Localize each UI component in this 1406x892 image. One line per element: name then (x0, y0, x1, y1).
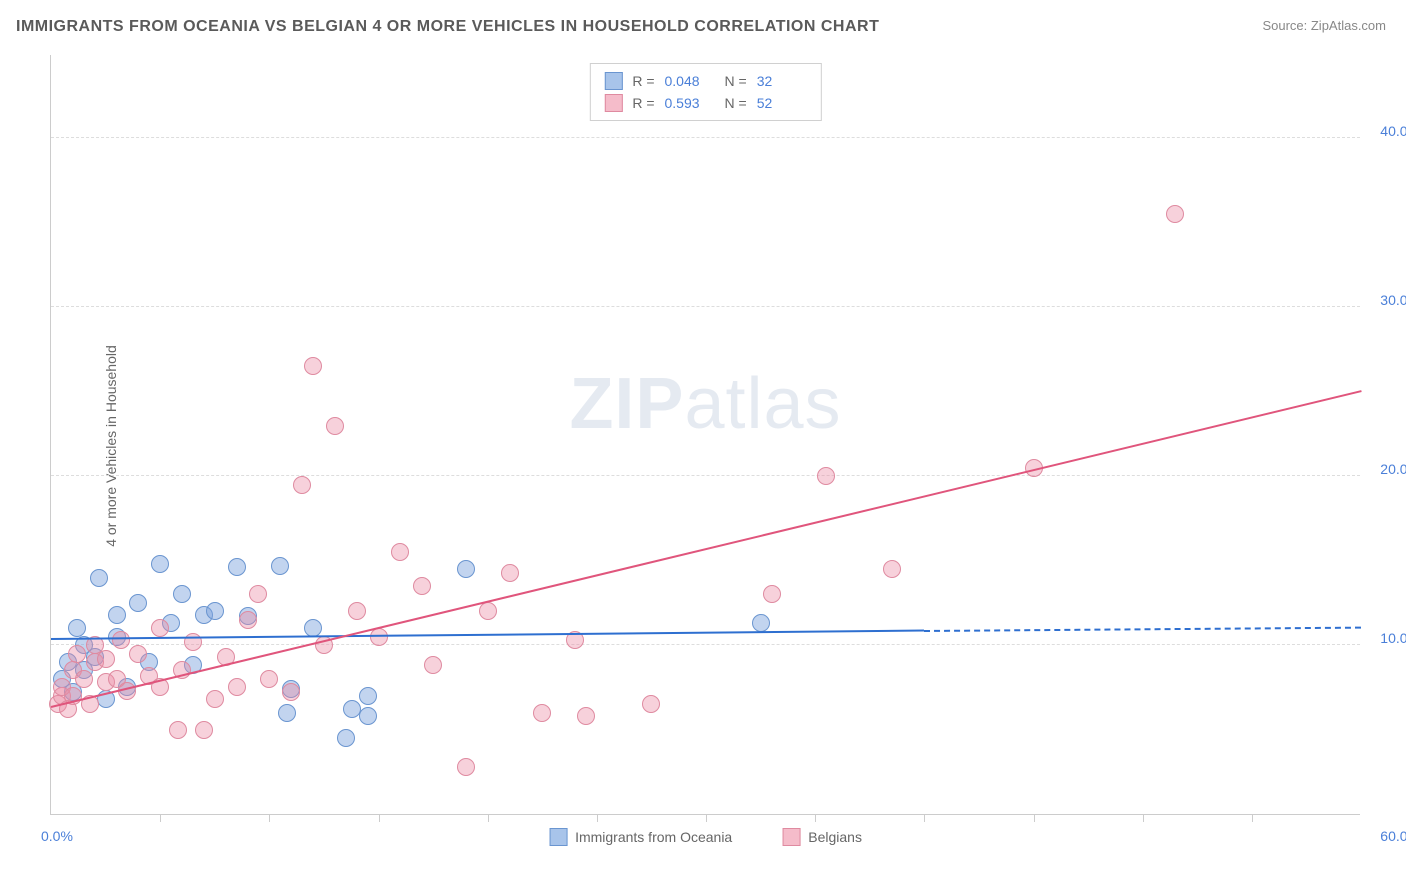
x-tick (597, 814, 598, 822)
scatter-point (479, 602, 497, 620)
scatter-point (817, 467, 835, 485)
trend-line (51, 630, 924, 640)
scatter-point (129, 645, 147, 663)
scatter-point (68, 645, 86, 663)
x-tick (815, 814, 816, 822)
scatter-point (169, 721, 187, 739)
x-tick (160, 814, 161, 822)
n-value: 52 (757, 95, 807, 111)
scatter-point (260, 670, 278, 688)
scatter-point (457, 758, 475, 776)
scatter-point (271, 557, 289, 575)
chart-plot-area: ZIPatlas 10.0%20.0%30.0%40.0% 0.0% 60.0%… (50, 55, 1360, 815)
x-tick (379, 814, 380, 822)
scatter-point (278, 704, 296, 722)
scatter-point (184, 633, 202, 651)
scatter-point (108, 606, 126, 624)
y-tick-label: 40.0% (1370, 123, 1406, 139)
trend-line (51, 390, 1361, 708)
x-tick (488, 814, 489, 822)
n-label: N = (725, 95, 747, 111)
legend-swatch-icon (782, 828, 800, 846)
legend-label: Immigrants from Oceania (575, 829, 732, 845)
scatter-point (304, 357, 322, 375)
x-axis-max-label: 60.0% (1380, 828, 1406, 844)
legend: Immigrants from Oceania Belgians (549, 828, 862, 846)
scatter-point (151, 555, 169, 573)
scatter-point (173, 585, 191, 603)
legend-item: Belgians (782, 828, 862, 846)
scatter-point (763, 585, 781, 603)
scatter-point (326, 417, 344, 435)
x-tick (1034, 814, 1035, 822)
scatter-point (1166, 205, 1184, 223)
scatter-point (206, 602, 224, 620)
scatter-point (337, 729, 355, 747)
scatter-point (206, 690, 224, 708)
scatter-point (457, 560, 475, 578)
r-label: R = (632, 73, 654, 89)
x-tick (269, 814, 270, 822)
scatter-point (249, 585, 267, 603)
x-tick (1143, 814, 1144, 822)
gridline (51, 644, 1360, 645)
source-label: Source: (1262, 18, 1310, 33)
gridline (51, 306, 1360, 307)
x-tick (924, 814, 925, 822)
scatter-point (68, 619, 86, 637)
legend-item: Immigrants from Oceania (549, 828, 732, 846)
r-value: 0.048 (665, 73, 715, 89)
correlation-stats-box: R = 0.048 N = 32 R = 0.593 N = 52 (589, 63, 821, 121)
scatter-point (239, 611, 257, 629)
scatter-point (533, 704, 551, 722)
scatter-point (228, 558, 246, 576)
scatter-point (752, 614, 770, 632)
y-tick-label: 10.0% (1370, 630, 1406, 646)
x-tick (1252, 814, 1253, 822)
source-value: ZipAtlas.com (1311, 18, 1386, 33)
scatter-point (293, 476, 311, 494)
watermark: ZIPatlas (569, 363, 841, 445)
x-tick (706, 814, 707, 822)
scatter-point (228, 678, 246, 696)
source-attribution: Source: ZipAtlas.com (1262, 18, 1386, 33)
legend-label: Belgians (808, 829, 862, 845)
scatter-point (391, 543, 409, 561)
scatter-point (97, 650, 115, 668)
chart-title: IMMIGRANTS FROM OCEANIA VS BELGIAN 4 OR … (16, 18, 879, 36)
trend-line-extrapolation (924, 626, 1361, 631)
y-tick-label: 30.0% (1370, 292, 1406, 308)
gridline (51, 137, 1360, 138)
scatter-point (359, 707, 377, 725)
y-tick-label: 20.0% (1370, 461, 1406, 477)
scatter-point (75, 670, 93, 688)
n-value: 32 (757, 73, 807, 89)
scatter-point (112, 631, 130, 649)
scatter-point (359, 687, 377, 705)
scatter-point (90, 569, 108, 587)
scatter-point (501, 564, 519, 582)
scatter-point (577, 707, 595, 725)
scatter-point (883, 560, 901, 578)
scatter-point (195, 721, 213, 739)
scatter-point (129, 594, 147, 612)
r-label: R = (632, 95, 654, 111)
x-axis-min-label: 0.0% (41, 828, 73, 844)
watermark-light: atlas (684, 364, 841, 444)
scatter-point (424, 656, 442, 674)
gridline (51, 475, 1360, 476)
series-swatch-icon (604, 72, 622, 90)
scatter-point (151, 619, 169, 637)
scatter-point (282, 683, 300, 701)
watermark-bold: ZIP (569, 364, 684, 444)
scatter-point (642, 695, 660, 713)
scatter-point (413, 577, 431, 595)
scatter-point (348, 602, 366, 620)
legend-swatch-icon (549, 828, 567, 846)
n-label: N = (725, 73, 747, 89)
r-value: 0.593 (665, 95, 715, 111)
series-swatch-icon (604, 94, 622, 112)
stats-row: R = 0.593 N = 52 (604, 92, 806, 114)
stats-row: R = 0.048 N = 32 (604, 70, 806, 92)
